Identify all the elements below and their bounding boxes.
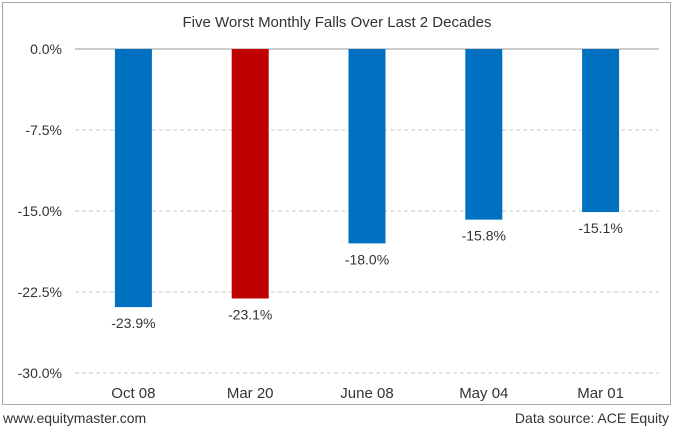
data-label: -23.1% [228, 306, 272, 322]
x-tick-label: May 04 [459, 385, 508, 402]
chart-title: Five Worst Monthly Falls Over Last 2 Dec… [183, 14, 492, 31]
y-axis-tick-labels: 0.0% -7.5% -15.0% -22.5% -30.0% [18, 41, 62, 381]
x-tick-label: Mar 20 [227, 385, 274, 402]
bar [114, 49, 152, 308]
x-tick-label: June 08 [340, 385, 393, 402]
y-tick-label: -30.0% [18, 365, 62, 381]
y-tick-label: -15.0% [18, 203, 62, 219]
y-tick-label: 0.0% [30, 41, 62, 57]
data-label: -23.9% [111, 315, 155, 331]
data-label: -18.0% [345, 251, 389, 267]
data-label: -15.1% [578, 220, 622, 236]
data-label: -15.8% [462, 228, 506, 244]
bar [582, 49, 620, 213]
bars [114, 49, 620, 308]
x-tick-label: Oct 08 [111, 385, 155, 402]
bar [348, 49, 386, 244]
y-tick-label: -7.5% [25, 122, 62, 138]
data-source-footer: Data source: ACE Equity [514, 410, 669, 426]
bar [465, 49, 503, 220]
bar [231, 49, 269, 299]
data-labels: -23.9% -23.1% -18.0% -15.8% -15.1% [111, 220, 623, 331]
y-tick-label: -22.5% [18, 284, 62, 300]
chart-frame [2, 2, 671, 405]
x-tick-label: Mar 01 [577, 385, 624, 402]
website-footer: www.equitymaster.com [3, 410, 147, 426]
x-axis-tick-labels: Oct 08 Mar 20 June 08 May 04 Mar 01 [111, 385, 624, 402]
